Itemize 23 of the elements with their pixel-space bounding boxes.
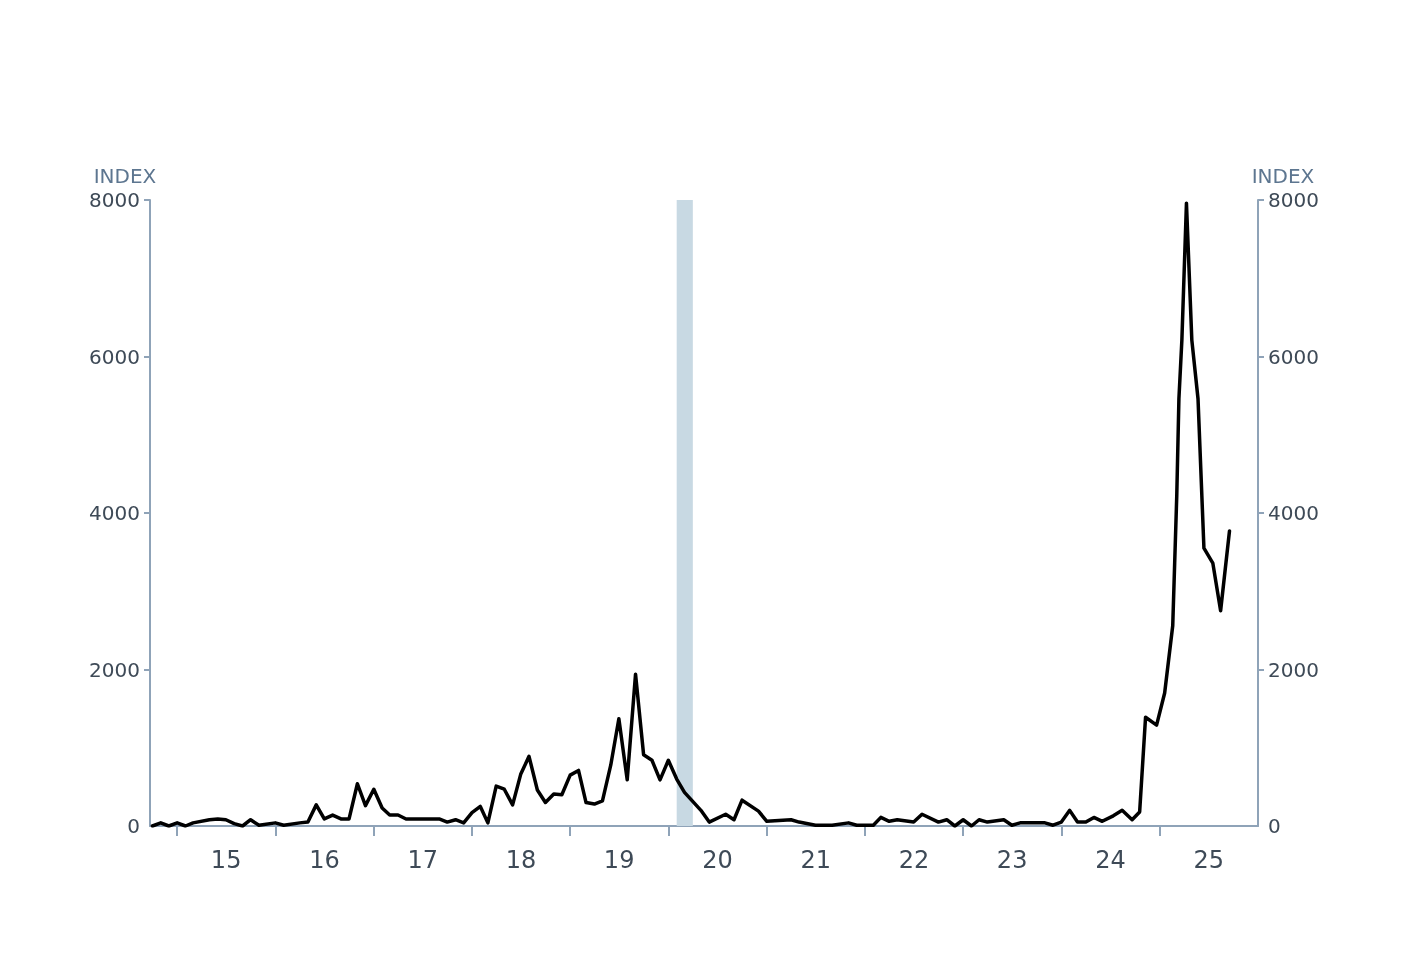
y2-tick-label: 2000 bbox=[1268, 657, 1319, 682]
y-tick-label: 2000 bbox=[89, 657, 140, 682]
x-tick-label: 23 bbox=[996, 846, 1028, 874]
y2-tick-label: 4000 bbox=[1268, 501, 1319, 525]
y2-axis-title: INDEX bbox=[1251, 164, 1315, 188]
x-tick-label: 24 bbox=[1095, 846, 1126, 874]
x-tick-label: 22 bbox=[898, 846, 930, 874]
y2-tick-label: 0 bbox=[1268, 814, 1281, 838]
y-axis-title: INDEX bbox=[93, 164, 157, 188]
x-tick-label: 17 bbox=[407, 846, 439, 874]
y-tick-label: 8000 bbox=[89, 188, 140, 212]
y2-tick-label: 6000 bbox=[1268, 344, 1319, 369]
y-tick-label: 4000 bbox=[89, 501, 140, 525]
x-tick-label: 21 bbox=[800, 846, 832, 874]
x-tick-label: 16 bbox=[309, 846, 340, 874]
x-tick-label: 25 bbox=[1193, 846, 1225, 874]
x-tick-label: 15 bbox=[210, 846, 242, 874]
y2-tick-label: 8000 bbox=[1268, 188, 1319, 212]
x-tick-label: 20 bbox=[702, 846, 733, 874]
x-tick-label: 18 bbox=[505, 846, 537, 874]
x-tick-label: 19 bbox=[603, 846, 635, 874]
y-tick-label: 0 bbox=[127, 814, 140, 838]
y-tick-label: 6000 bbox=[89, 344, 140, 369]
